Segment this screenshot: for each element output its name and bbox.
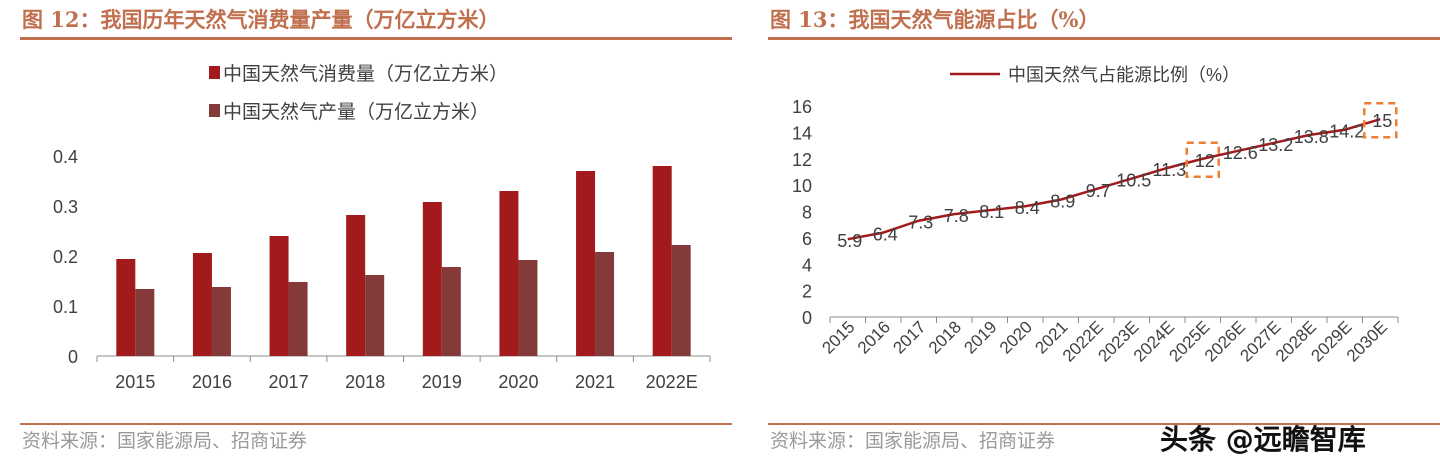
bar-consumption: [652, 166, 672, 356]
data-label: 8.1: [979, 202, 1004, 222]
bar-production: [671, 245, 691, 356]
y-tick-label: 8: [802, 203, 812, 223]
right-title-rule: [768, 37, 1440, 40]
left-source: 资料来源：国家能源局、招商证券: [22, 430, 308, 452]
legend-label: 中国天然气产量（万亿立方米）: [223, 101, 489, 123]
data-label: 7.8: [944, 206, 969, 226]
right-chart-title: 图 13：我国天然气能源占比（%）: [770, 7, 1100, 32]
y-tick-label: 0: [68, 347, 78, 367]
data-label: 8.4: [1015, 198, 1040, 218]
y-tick-label: 0.1: [53, 297, 78, 317]
bar-production: [211, 287, 231, 356]
x-tick-label: 2021: [575, 372, 615, 392]
bar-consumption: [116, 259, 136, 356]
data-label: 14.2: [1329, 122, 1364, 142]
y-tick-label: 4: [802, 255, 812, 275]
y-tick-label: 0: [802, 308, 812, 328]
legend-swatch: [209, 66, 220, 79]
bar-consumption: [576, 171, 596, 356]
y-tick-label: 2: [802, 282, 812, 302]
x-tick-label: 2022E: [646, 372, 698, 392]
data-label: 13.8: [1294, 127, 1329, 147]
y-tick-label: 14: [792, 123, 812, 143]
bar-production: [365, 275, 385, 356]
legend-label: 中国天然气占能源比例（%）: [1008, 65, 1240, 85]
highlight-box: [1363, 101, 1398, 139]
x-tick-label: 2017: [269, 372, 309, 392]
x-tick-label: 2018: [345, 372, 385, 392]
legend-swatch: [209, 104, 220, 117]
bar-consumption: [422, 202, 442, 356]
y-tick-label: 0.3: [53, 197, 78, 217]
bar-consumption: [346, 215, 366, 356]
bar-consumption: [499, 191, 519, 356]
data-label: 8.9: [1050, 192, 1075, 212]
right-footer-rule: [768, 423, 1440, 425]
left-chart-title: 图 12：我国历年天然气消费量产量（万亿立方米）: [22, 7, 500, 32]
data-label: 12: [1195, 151, 1215, 171]
x-tick-label: 2016: [192, 372, 232, 392]
series-line: [847, 117, 1381, 241]
y-tick-label: 16: [792, 97, 812, 117]
x-tick-label: 2015: [115, 372, 155, 392]
y-tick-label: 10: [792, 176, 812, 196]
y-tick-label: 12: [792, 150, 812, 170]
right-source: 资料来源：国家能源局、招商证券: [770, 430, 1056, 452]
bar-production: [518, 260, 538, 356]
left-footer-rule: [20, 423, 732, 425]
highlight-box: [1185, 141, 1220, 178]
data-label: 9.7: [1086, 181, 1111, 201]
data-label: 12.6: [1223, 143, 1258, 163]
legend-label: 中国天然气消费量（万亿立方米）: [223, 63, 508, 85]
data-label: 11.3: [1152, 160, 1186, 180]
x-tick-label: 2030E: [1343, 317, 1391, 365]
y-tick-label: 6: [802, 229, 812, 249]
bar-production: [288, 282, 308, 356]
bar-production: [595, 252, 615, 356]
data-label: 7.3: [908, 213, 933, 233]
x-tick-label: 2018: [925, 317, 965, 357]
data-label: 5.9: [837, 231, 862, 251]
y-tick-label: 0.2: [53, 247, 78, 267]
x-tick-label: 2015: [818, 317, 858, 357]
x-tick-label: 2016: [854, 317, 894, 357]
watermark: 头条 @远瞻智库: [1160, 423, 1366, 456]
bar-production: [441, 267, 461, 356]
x-tick-label: 2019: [422, 372, 462, 392]
bar-production: [135, 289, 155, 356]
left-title-rule: [20, 37, 732, 40]
y-tick-label: 0.4: [53, 147, 78, 167]
bar-consumption: [269, 236, 289, 356]
data-label: 13.2: [1258, 135, 1293, 155]
data-label: 6.4: [873, 225, 898, 245]
x-tick-label: 2020: [498, 372, 538, 392]
x-tick-label: 2020: [996, 317, 1036, 357]
x-tick-label: 2017: [889, 317, 929, 357]
bar-consumption: [192, 253, 212, 356]
x-tick-label: 2019: [960, 317, 1000, 357]
data-label: 15: [1372, 111, 1392, 131]
data-label: 10.5: [1116, 171, 1151, 191]
